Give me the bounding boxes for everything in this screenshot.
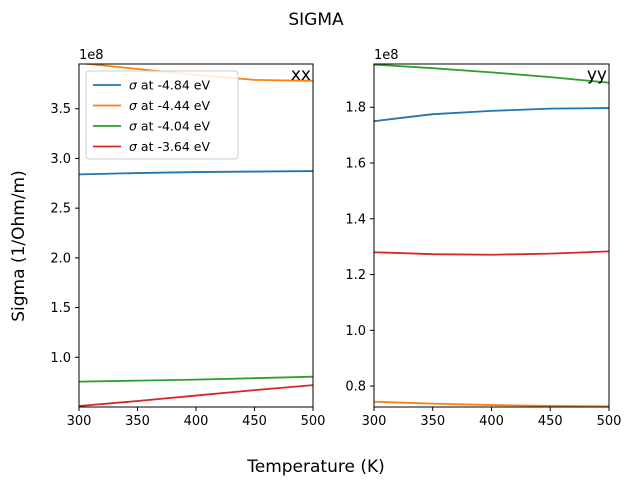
y-tick-label-yy-0: 0.8 (345, 380, 366, 395)
y-tick-label-xx-0: 1.0 (50, 351, 71, 366)
y-tick-label-xx-2: 2.0 (50, 251, 71, 266)
x-tick-label-xx-0: 300 (67, 414, 92, 429)
offset-text-xx: 1e8 (79, 48, 104, 63)
legend-entry-0: σ at -4.84 eV (129, 78, 210, 93)
legend-text-0: at -4.84 eV (137, 78, 211, 93)
panel-yy: 300 350 400 450 500 0.8 1.0 1.2 1.4 1.6 1.8 1e8 yy (345, 48, 621, 429)
series-line-yy-2 (374, 64, 609, 84)
legend-entry-2: σ at -4.04 eV (129, 119, 210, 134)
legend-sigma-3: σ (129, 139, 138, 154)
series-line-yy-3 (374, 250, 609, 256)
legend-sigma-1: σ (129, 98, 138, 113)
series-line-yy-1 (374, 400, 609, 407)
x-tick-label-yy-2: 400 (479, 414, 504, 429)
series-line-xx-2 (79, 375, 313, 383)
legend-box (85, 70, 239, 160)
y-tick-label-yy-5: 1.8 (345, 101, 366, 116)
y-tick-label-yy-2: 1.2 (345, 268, 366, 283)
series-line-yy-0 (374, 107, 609, 123)
axes-frame-yy (373, 63, 610, 408)
y-tick-label-xx-4: 3.0 (50, 152, 71, 167)
legend-entry-3: σ at -3.64 eV (129, 139, 210, 154)
x-tick-label-yy-1: 350 (420, 414, 445, 429)
y-axis-label: Sigma (1/Ohm/m) (9, 170, 29, 322)
legend-text-3: at -3.64 eV (137, 139, 211, 154)
x-tick-label-xx-1: 350 (125, 414, 150, 429)
panel-xx: 300 350 400 450 500 1.0 1.5 2.0 2.5 3.0 3.5 1e8 xx σ … (50, 48, 325, 429)
x-tick-label-yy-4: 500 (597, 414, 622, 429)
series-line-xx-0 (79, 170, 313, 176)
x-tick-label-yy-0: 300 (362, 414, 387, 429)
series-line-xx-3 (79, 384, 313, 407)
figure-title: SIGMA (288, 10, 344, 30)
y-tick-label-xx-3: 2.5 (50, 202, 71, 217)
y-tick-label-xx-1: 1.5 (50, 301, 71, 316)
panel-label-xx: xx (291, 65, 311, 85)
legend-text-2: at -4.04 eV (137, 119, 211, 134)
x-tick-label-yy-3: 450 (538, 414, 563, 429)
legend-sigma-0: σ (129, 78, 138, 93)
legend-text-1: at -4.44 eV (137, 98, 211, 113)
panel-label-yy: yy (587, 65, 607, 85)
y-tick-label-yy-4: 1.6 (345, 156, 366, 171)
offset-text-yy: 1e8 (374, 48, 399, 63)
legend-entry-1: σ at -4.44 eV (129, 98, 210, 113)
x-tick-label-xx-4: 500 (301, 414, 326, 429)
y-tick-label-yy-3: 1.4 (345, 212, 366, 227)
x-tick-label-xx-3: 450 (242, 414, 267, 429)
legend: σ at -4.84 eVσ at -4.44 eVσ at -4.04 eVσ… (85, 70, 239, 160)
legend-sigma-2: σ (129, 119, 138, 134)
y-tick-label-yy-1: 1.0 (345, 324, 366, 339)
x-axis-label: Temperature (K) (246, 457, 385, 477)
y-tick-label-xx-5: 3.5 (50, 102, 71, 117)
x-tick-label-xx-2: 400 (184, 414, 209, 429)
